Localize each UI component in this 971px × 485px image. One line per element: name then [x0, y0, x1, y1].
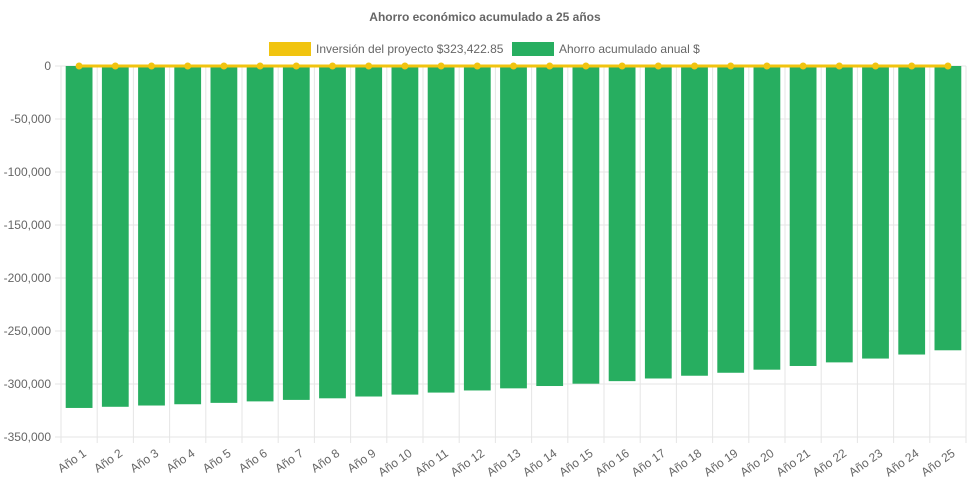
legend: Inversión del proyecto $323,422.85 Ahorr… [269, 42, 700, 56]
x-tick-label: Año 10 [375, 446, 414, 479]
bar[interactable] [536, 66, 564, 387]
investment-point[interactable] [727, 62, 735, 70]
x-tick-label: Año 14 [520, 446, 559, 479]
bar[interactable] [246, 66, 274, 402]
bar[interactable] [608, 66, 636, 382]
x-tick-label: Año 13 [484, 446, 523, 479]
bar[interactable] [934, 66, 962, 351]
investment-point[interactable] [256, 62, 264, 70]
investment-point[interactable] [220, 62, 228, 70]
x-tick-label: Año 17 [629, 446, 668, 479]
investment-point[interactable] [365, 62, 373, 70]
investment-point[interactable] [835, 62, 843, 70]
bar[interactable] [138, 66, 165, 406]
x-tick-label: Año 8 [309, 446, 343, 476]
bar[interactable] [210, 66, 238, 403]
bar[interactable] [862, 66, 889, 359]
grid [55, 65, 967, 443]
investment-point[interactable] [184, 62, 192, 70]
x-tick-label: Año 11 [412, 446, 451, 479]
investment-point[interactable] [329, 62, 336, 70]
investment-point[interactable] [582, 62, 590, 70]
bar[interactable] [355, 66, 383, 397]
legend-label-savings[interactable]: Ahorro acumulado anual $ [559, 42, 700, 56]
x-tick-label: Año 15 [556, 446, 595, 479]
bar[interactable] [463, 66, 491, 391]
x-tick-label: Año 23 [846, 446, 885, 479]
y-tick-label: -50,000 [10, 112, 51, 126]
x-tick-label: Año 7 [272, 446, 306, 476]
bar[interactable] [282, 66, 310, 400]
investment-point[interactable] [944, 62, 952, 70]
x-tick-label: Año 18 [665, 446, 704, 479]
bar[interactable] [319, 66, 346, 399]
x-tick-label: Año 12 [448, 446, 487, 479]
x-axis: Año 1 Año 2 Año 3 Año 4 Año 5 Año 6 Año 7 Año 8… [55, 446, 958, 479]
investment-line [75, 62, 952, 70]
x-tick-label: Año 4 [164, 446, 198, 476]
investment-point[interactable] [401, 62, 409, 70]
bar[interactable] [427, 66, 455, 393]
bars [65, 66, 962, 408]
investment-point[interactable] [546, 62, 554, 70]
y-tick-label: -300,000 [4, 377, 52, 391]
investment-point[interactable] [691, 62, 698, 70]
investment-point[interactable] [872, 62, 879, 70]
investment-point[interactable] [148, 62, 155, 70]
bar[interactable] [644, 66, 672, 379]
investment-point[interactable] [75, 62, 83, 70]
investment-point[interactable] [111, 62, 119, 70]
x-tick-label: Año 21 [774, 446, 813, 479]
x-tick-label: Año 24 [882, 446, 921, 479]
bar[interactable] [65, 66, 93, 408]
investment-point[interactable] [437, 62, 445, 70]
chart-title: Ahorro económico acumulado a 25 años [369, 10, 601, 24]
investment-point[interactable] [654, 62, 662, 70]
x-tick-label: Año 20 [737, 446, 776, 479]
investment-point[interactable] [799, 62, 807, 70]
bar[interactable] [572, 66, 600, 384]
bar[interactable] [789, 66, 817, 366]
bar[interactable] [174, 66, 202, 405]
x-tick-label: Año 6 [236, 446, 270, 476]
x-tick-label: Año 2 [91, 446, 125, 476]
bar[interactable] [753, 66, 781, 370]
y-axis: 0 -50,000 -100,000 -150,000 -200,000 -250,000… [4, 59, 52, 444]
bar[interactable] [825, 66, 853, 363]
x-tick-label: Año 3 [128, 446, 162, 476]
x-tick-label: Año 25 [918, 446, 957, 479]
investment-point[interactable] [292, 62, 300, 70]
bar[interactable] [898, 66, 926, 355]
x-tick-label: Año 22 [810, 446, 849, 479]
investment-point[interactable] [510, 62, 517, 70]
bar[interactable] [101, 66, 129, 407]
investment-point[interactable] [763, 62, 771, 70]
legend-swatch-savings[interactable] [512, 42, 554, 56]
y-tick-label: -200,000 [4, 271, 52, 285]
bar[interactable] [500, 66, 527, 389]
x-tick-label: Año 1 [55, 446, 89, 476]
legend-label-investment[interactable]: Inversión del proyecto $323,422.85 [316, 42, 504, 56]
x-tick-label: Año 9 [345, 446, 379, 476]
y-tick-label: -100,000 [4, 165, 52, 179]
bar[interactable] [391, 66, 419, 395]
x-tick-label: Año 19 [701, 446, 740, 479]
y-tick-label: -150,000 [4, 218, 52, 232]
legend-swatch-investment[interactable] [269, 42, 311, 56]
investment-point[interactable] [618, 62, 626, 70]
y-tick-label: 0 [44, 59, 51, 73]
bar[interactable] [717, 66, 745, 373]
y-tick-label: -250,000 [4, 324, 52, 338]
y-tick-label: -350,000 [4, 430, 52, 444]
investment-point[interactable] [473, 62, 481, 70]
bar[interactable] [681, 66, 708, 376]
x-tick-label: Año 16 [593, 446, 632, 479]
x-tick-label: Año 5 [200, 446, 234, 476]
investment-point[interactable] [908, 62, 916, 70]
